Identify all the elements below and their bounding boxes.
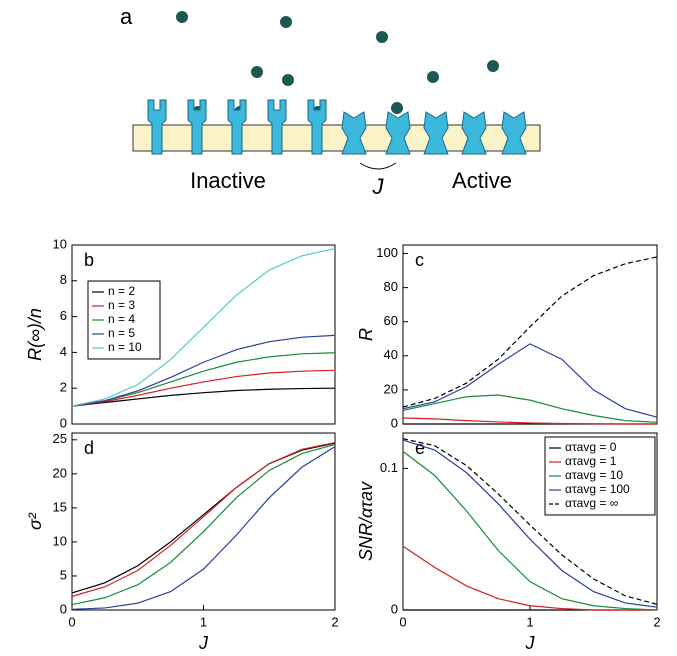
panel-label: d — [84, 438, 94, 458]
legend-label: ατavg = 0 — [565, 440, 617, 454]
y-tick-label: 0 — [60, 415, 67, 430]
panel-label: b — [84, 250, 94, 270]
y-tick-label: 8 — [60, 272, 67, 287]
series-line — [71, 443, 336, 606]
y-axis-label: σ² — [25, 512, 45, 530]
series-line — [402, 417, 657, 425]
y-tick-label: 2 — [60, 380, 67, 395]
legend-box — [544, 436, 656, 516]
y-tick-label: 10 — [53, 236, 67, 251]
y-tick-label: 5 — [60, 567, 67, 582]
legend-label: ατavg = 10 — [565, 468, 623, 482]
series-line — [71, 446, 336, 610]
x-tick-label: 1 — [200, 614, 207, 629]
series-line — [71, 441, 336, 597]
legend-label: ατavg = 100 — [565, 482, 630, 496]
y-tick-label: 20 — [53, 465, 67, 480]
panel-label: e — [415, 438, 425, 458]
coupling-label: J — [372, 174, 385, 199]
series-line — [402, 394, 658, 423]
y-tick-label: 80 — [384, 279, 398, 294]
y-tick-label: 4 — [60, 344, 67, 359]
ligands — [176, 11, 499, 118]
y-tick-label: 20 — [384, 381, 398, 396]
plot-frame — [402, 244, 658, 425]
series-line — [71, 387, 336, 407]
legend-label: n = 4 — [108, 312, 135, 326]
y-tick-label: 10 — [53, 533, 67, 548]
coupling-arrow — [359, 162, 397, 170]
x-tick-label: 0 — [68, 614, 75, 629]
y-tick-label: 60 — [384, 313, 398, 328]
y-tick-label: 25 — [53, 431, 67, 446]
series-line — [71, 369, 336, 407]
x-tick-label: 1 — [526, 614, 533, 629]
x-tick-label: 2 — [653, 614, 660, 629]
y-tick-label: 0 — [391, 601, 398, 616]
series-line — [71, 247, 336, 407]
legend-label: n = 3 — [108, 298, 135, 312]
y-tick-label: 6 — [60, 308, 67, 323]
active-label: Active — [452, 168, 512, 193]
legend-label: n = 10 — [108, 340, 142, 354]
y-axis-label: R(∞)/n — [25, 308, 45, 361]
y-tick-label: 40 — [384, 347, 398, 362]
series-line — [71, 352, 336, 407]
legend-label: ατavg = 1 — [565, 454, 617, 468]
series-line — [402, 439, 658, 608]
y-tick-label: 0 — [60, 601, 67, 616]
diagram: a Inactive J Active — [120, 4, 541, 199]
receptors — [147, 99, 527, 155]
x-axis-label: J — [198, 633, 209, 653]
series-line — [402, 256, 658, 408]
series-line — [402, 343, 658, 418]
inactive-label: Inactive — [190, 168, 266, 193]
legend-label: ατavg = ∞ — [565, 496, 618, 510]
y-tick-label: 0.1 — [380, 460, 398, 475]
y-tick-label: 15 — [53, 499, 67, 514]
y-tick-label: 0 — [391, 415, 398, 430]
y-axis-label: R — [356, 328, 376, 341]
series-line — [71, 334, 336, 407]
series-line — [402, 438, 658, 605]
legend-label: n = 2 — [108, 284, 135, 298]
y-axis-label: SNR/ατav — [356, 481, 376, 561]
x-tick-label: 2 — [331, 614, 338, 629]
series-line — [71, 442, 336, 594]
series-line — [402, 450, 658, 611]
plot-frame — [71, 244, 336, 425]
x-tick-label: 0 — [399, 614, 406, 629]
series-line — [402, 545, 657, 611]
panel-label: a — [120, 4, 133, 29]
panel-label: c — [415, 250, 424, 270]
legend-label: n = 5 — [108, 326, 135, 340]
x-axis-label: J — [525, 633, 536, 653]
y-tick-label: 100 — [376, 245, 398, 260]
